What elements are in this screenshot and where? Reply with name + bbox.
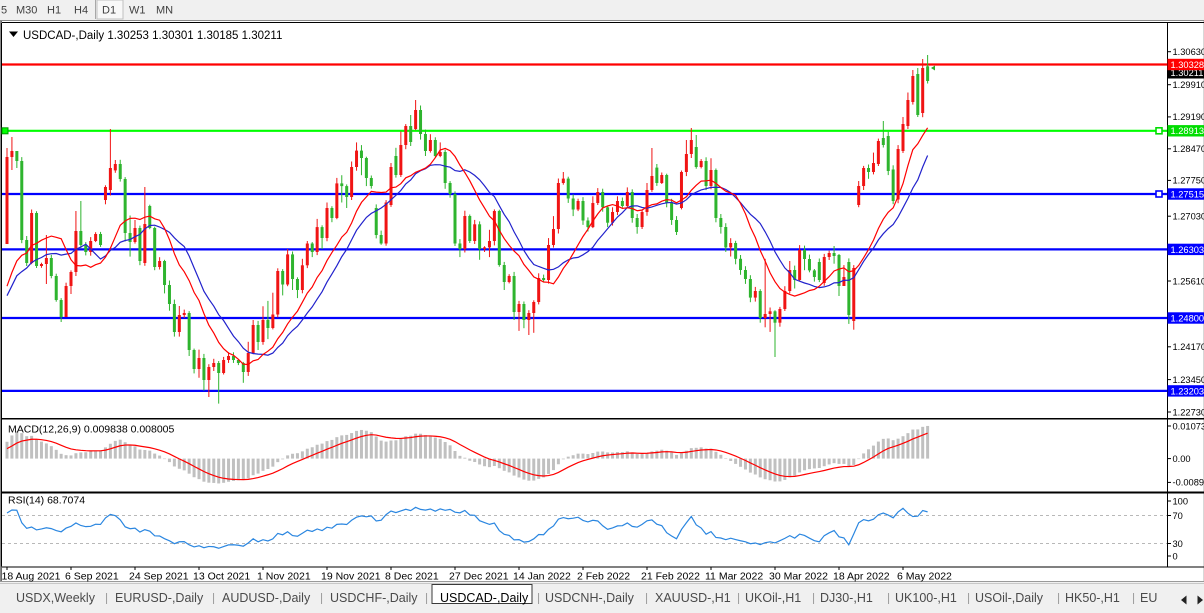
svg-text:UKOil-,H1: UKOil-,H1 bbox=[745, 591, 801, 605]
svg-text:1.25610: 1.25610 bbox=[1173, 276, 1204, 286]
svg-text:100: 100 bbox=[1173, 496, 1189, 506]
svg-text:DJ30-,H1: DJ30-,H1 bbox=[820, 591, 873, 605]
svg-text:30: 30 bbox=[1173, 539, 1183, 549]
svg-text:6 May 2022: 6 May 2022 bbox=[897, 571, 952, 583]
svg-text:MN: MN bbox=[156, 5, 173, 17]
svg-text:|: | bbox=[212, 591, 215, 605]
svg-text:|: | bbox=[737, 591, 740, 605]
svg-text:USDCNH-,Daily: USDCNH-,Daily bbox=[545, 591, 635, 605]
svg-text:|: | bbox=[425, 591, 428, 605]
svg-text:5: 5 bbox=[1, 5, 7, 17]
svg-text:|: | bbox=[887, 591, 890, 605]
svg-text:18 Apr 2022: 18 Apr 2022 bbox=[833, 571, 890, 583]
svg-text:1.24800: 1.24800 bbox=[1171, 313, 1204, 323]
svg-text:1.30328: 1.30328 bbox=[1171, 60, 1204, 70]
svg-text:1.24170: 1.24170 bbox=[1173, 342, 1204, 352]
svg-text:19 Nov 2021: 19 Nov 2021 bbox=[321, 571, 381, 583]
svg-text:EURUSD-,Daily: EURUSD-,Daily bbox=[115, 591, 204, 605]
svg-text:0: 0 bbox=[1173, 551, 1178, 561]
svg-text:1.29910: 1.29910 bbox=[1173, 80, 1204, 90]
svg-text:M30: M30 bbox=[16, 5, 37, 17]
svg-text:|: | bbox=[812, 591, 815, 605]
svg-text:1.28913: 1.28913 bbox=[1171, 126, 1204, 136]
svg-text:0.01073: 0.01073 bbox=[1173, 421, 1204, 431]
svg-text:|: | bbox=[1132, 591, 1135, 605]
svg-text:18 Aug 2021: 18 Aug 2021 bbox=[2, 571, 61, 583]
svg-text:USDX,Weekly: USDX,Weekly bbox=[16, 591, 96, 605]
svg-text:21 Feb 2022: 21 Feb 2022 bbox=[641, 571, 700, 583]
svg-text:AUDUSD-,Daily: AUDUSD-,Daily bbox=[222, 591, 311, 605]
svg-text:0.00: 0.00 bbox=[1173, 454, 1191, 464]
svg-text:|: | bbox=[967, 591, 970, 605]
svg-text:RSI(14) 68.7074: RSI(14) 68.7074 bbox=[8, 495, 85, 507]
svg-text:1.23203: 1.23203 bbox=[1171, 386, 1204, 396]
svg-text:USDCAD-,Daily: USDCAD-,Daily bbox=[440, 591, 529, 605]
svg-text:MACD(12,26,9) 0.009838 0.00800: MACD(12,26,9) 0.009838 0.008005 bbox=[8, 424, 175, 436]
svg-text:1.27030: 1.27030 bbox=[1173, 212, 1204, 222]
svg-text:1.28470: 1.28470 bbox=[1173, 144, 1204, 154]
svg-text:USOil-,Daily: USOil-,Daily bbox=[975, 591, 1044, 605]
svg-text:EU: EU bbox=[1140, 591, 1157, 605]
svg-text:27 Dec 2021: 27 Dec 2021 bbox=[449, 571, 509, 583]
svg-text:1.29190: 1.29190 bbox=[1173, 112, 1204, 122]
svg-text:H1: H1 bbox=[47, 5, 61, 17]
svg-text:USDCAD-,Daily 1.30253 1.30301: USDCAD-,Daily 1.30253 1.30301 1.30185 1.… bbox=[23, 30, 282, 42]
svg-text:8 Dec 2021: 8 Dec 2021 bbox=[385, 571, 439, 583]
svg-text:2 Feb 2022: 2 Feb 2022 bbox=[577, 571, 630, 583]
svg-text:HK50-,H1: HK50-,H1 bbox=[1065, 591, 1120, 605]
svg-text:|: | bbox=[645, 591, 648, 605]
svg-text:1.27750: 1.27750 bbox=[1173, 176, 1204, 186]
svg-text:-0.00896: -0.00896 bbox=[1173, 478, 1204, 488]
svg-text:1.22730: 1.22730 bbox=[1173, 407, 1204, 417]
svg-text:D1: D1 bbox=[102, 5, 116, 17]
svg-text:W1: W1 bbox=[129, 5, 146, 17]
svg-text:14 Jan 2022: 14 Jan 2022 bbox=[513, 571, 571, 583]
svg-text:11 Mar 2022: 11 Mar 2022 bbox=[705, 571, 763, 583]
svg-text:1.27515: 1.27515 bbox=[1171, 189, 1204, 199]
svg-text:|: | bbox=[537, 591, 540, 605]
svg-text:|: | bbox=[320, 591, 323, 605]
svg-text:|: | bbox=[1057, 591, 1060, 605]
svg-text:|: | bbox=[105, 591, 108, 605]
svg-text:1 Nov 2021: 1 Nov 2021 bbox=[257, 571, 311, 583]
svg-text:6 Sep 2021: 6 Sep 2021 bbox=[65, 571, 119, 583]
svg-text:1.26303: 1.26303 bbox=[1171, 245, 1204, 255]
svg-text:24 Sep 2021: 24 Sep 2021 bbox=[129, 571, 189, 583]
svg-text:USDCHF-,Daily: USDCHF-,Daily bbox=[330, 591, 418, 605]
svg-text:13 Oct 2021: 13 Oct 2021 bbox=[193, 571, 250, 583]
svg-text:XAUUSD-,H1: XAUUSD-,H1 bbox=[655, 591, 731, 605]
svg-text:1.30630: 1.30630 bbox=[1173, 47, 1204, 57]
svg-text:70: 70 bbox=[1173, 511, 1183, 521]
svg-text:1.23450: 1.23450 bbox=[1173, 375, 1204, 385]
svg-text:30 Mar 2022: 30 Mar 2022 bbox=[769, 571, 828, 583]
svg-text:UK100-,H1: UK100-,H1 bbox=[895, 591, 957, 605]
svg-text:H4: H4 bbox=[74, 5, 88, 17]
svg-text:1.30211: 1.30211 bbox=[1171, 68, 1204, 78]
